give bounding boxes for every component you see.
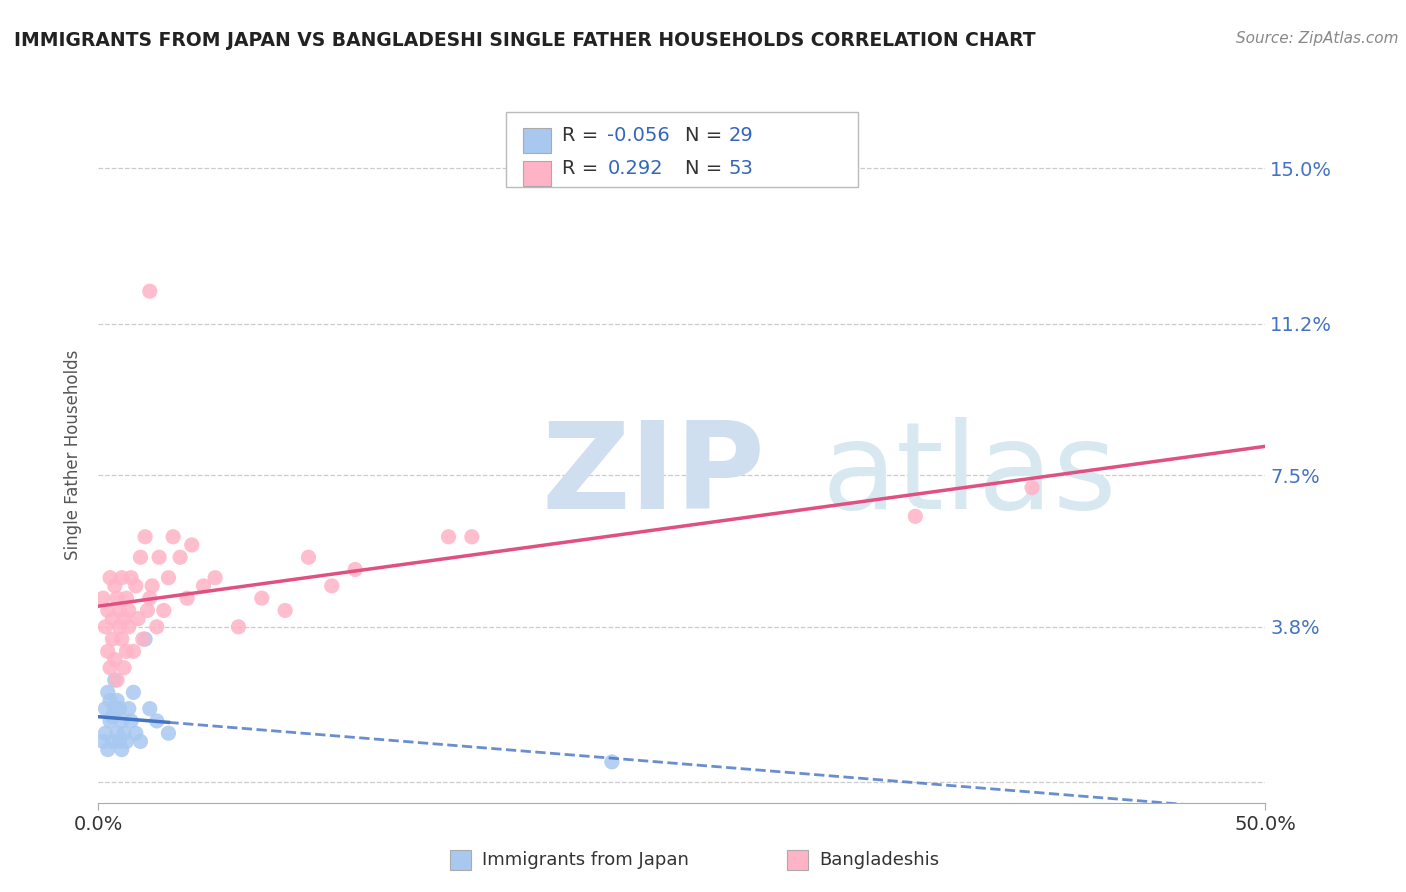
Point [120, 714, 142, 728]
Point [169, 550, 191, 565]
Point [176, 591, 198, 606]
Point [108, 701, 131, 715]
Point [344, 562, 367, 576]
Text: N =: N = [685, 159, 728, 178]
Point [112, 661, 135, 675]
Point [148, 550, 170, 565]
Point [101, 710, 124, 724]
Point [127, 612, 149, 626]
Point [193, 579, 215, 593]
Point [904, 509, 927, 524]
Point [97, 644, 120, 658]
Point [104, 579, 127, 593]
Point [321, 579, 343, 593]
Point [152, 603, 174, 617]
Point [139, 284, 162, 298]
Point [125, 579, 148, 593]
Point [108, 620, 131, 634]
Text: IMMIGRANTS FROM JAPAN VS BANGLADESHI SINGLE FATHER HOUSEHOLDS CORRELATION CHART: IMMIGRANTS FROM JAPAN VS BANGLADESHI SIN… [14, 31, 1036, 50]
Point [600, 755, 623, 769]
Point [108, 734, 131, 748]
Point [228, 620, 250, 634]
Point [122, 685, 145, 699]
Point [105, 726, 128, 740]
Y-axis label: Single Father Households: Single Father Households [65, 350, 83, 560]
Point [111, 632, 134, 646]
Point [122, 644, 145, 658]
Point [134, 530, 156, 544]
Text: R =: R = [562, 126, 605, 145]
Point [146, 714, 169, 728]
Point [94, 726, 117, 740]
Point [141, 579, 163, 593]
Point [120, 571, 142, 585]
Point [115, 734, 138, 748]
Point [129, 550, 152, 565]
Point [129, 734, 152, 748]
Point [297, 550, 319, 565]
Point [98, 571, 121, 585]
Point [125, 726, 148, 740]
Point [274, 603, 297, 617]
Point [97, 603, 120, 617]
Point [461, 530, 484, 544]
Point [94, 701, 117, 715]
Point [108, 603, 131, 617]
Point [97, 742, 120, 756]
Point [139, 591, 162, 606]
Point [104, 652, 127, 666]
Point [139, 701, 162, 715]
Point [101, 632, 124, 646]
Point [98, 661, 121, 675]
Point [118, 603, 141, 617]
Point [1021, 481, 1043, 495]
Point [111, 714, 134, 728]
Point [101, 734, 124, 748]
Text: Source: ZipAtlas.com: Source: ZipAtlas.com [1236, 31, 1399, 46]
Text: Bangladeshis: Bangladeshis [820, 851, 939, 869]
Text: 29: 29 [728, 126, 754, 145]
Point [132, 632, 155, 646]
Point [146, 620, 169, 634]
Point [101, 612, 124, 626]
Text: -0.056: -0.056 [607, 126, 671, 145]
Text: N =: N = [685, 126, 728, 145]
Text: R =: R = [562, 159, 612, 178]
Point [204, 571, 226, 585]
Point [104, 673, 127, 687]
Point [112, 726, 135, 740]
Point [97, 685, 120, 699]
Point [180, 538, 202, 552]
Point [111, 571, 134, 585]
Text: ZIP: ZIP [541, 417, 766, 534]
Point [94, 620, 117, 634]
Point [437, 530, 460, 544]
Point [134, 632, 156, 646]
Point [118, 620, 141, 634]
Point [98, 714, 121, 728]
Point [136, 603, 159, 617]
Point [162, 530, 184, 544]
Point [91, 734, 114, 748]
Point [157, 571, 180, 585]
Point [104, 701, 127, 715]
Text: Immigrants from Japan: Immigrants from Japan [482, 851, 689, 869]
Point [115, 591, 138, 606]
Point [112, 612, 135, 626]
Point [98, 693, 121, 707]
Point [105, 673, 128, 687]
Point [111, 742, 134, 756]
Text: 53: 53 [728, 159, 754, 178]
Text: 0.292: 0.292 [607, 159, 664, 178]
Point [250, 591, 273, 606]
Point [105, 591, 128, 606]
Point [157, 726, 180, 740]
Point [91, 591, 114, 606]
Point [105, 693, 128, 707]
Point [118, 701, 141, 715]
Text: atlas: atlas [823, 417, 1118, 534]
Point [115, 644, 138, 658]
